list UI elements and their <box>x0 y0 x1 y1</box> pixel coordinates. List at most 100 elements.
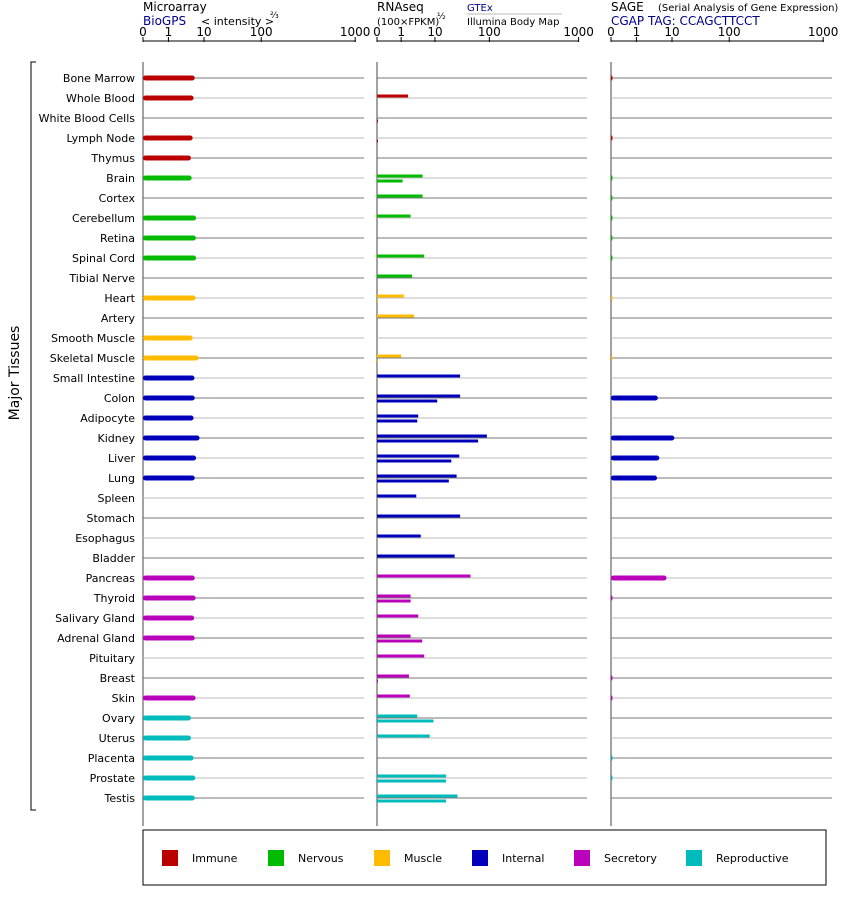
microarray-bar <box>143 255 197 261</box>
illumina-bar <box>377 679 378 683</box>
biogps-link[interactable]: BioGPS <box>143 14 186 28</box>
microarray-bar <box>143 575 195 581</box>
microarray-bar <box>143 615 195 621</box>
sage-axis: 0 1 10 100 1000 <box>607 25 838 826</box>
microarray-bar <box>143 755 194 761</box>
legend-label-reproductive: Reproductive <box>716 852 789 865</box>
tissue-label: Adipocyte <box>80 412 135 425</box>
sage-bar <box>611 755 613 761</box>
tissue-label: Cerebellum <box>72 212 135 225</box>
tissue-label: Placenta <box>88 752 135 765</box>
gtex-bar <box>377 594 411 598</box>
illumina-bar <box>377 639 423 643</box>
tissue-label: Cortex <box>99 192 136 205</box>
gtex-bar <box>377 274 413 278</box>
sage-tick-label: 10 <box>664 25 679 39</box>
rna-tick-label: 1000 <box>563 25 594 39</box>
microarray-unit-exponent: ⅔ <box>270 11 279 21</box>
gtex-bar <box>377 514 461 518</box>
illumina-bar <box>377 399 438 403</box>
gtex-bar <box>377 694 410 698</box>
gtex-bar <box>377 294 404 298</box>
rnaseq-header: RNAseq (100×FPKM) ½ GTEx Illumina Body M… <box>377 0 562 28</box>
gtex-bar <box>377 574 471 578</box>
tissue-label: Tibial Nerve <box>68 272 135 285</box>
tissue-label: White Blood Cells <box>39 112 136 125</box>
gtex-bar <box>377 314 415 318</box>
gtex-bar <box>377 634 411 638</box>
tissue-label: Small Intestine <box>53 372 135 385</box>
tissue-label: Colon <box>104 392 135 405</box>
gtex-bar <box>377 474 457 478</box>
sage-title: SAGE <box>611 0 644 14</box>
microarray-bar <box>143 695 196 701</box>
legend-swatch-reproductive <box>686 850 702 866</box>
tissue-label: Brain <box>106 172 135 185</box>
sage-bar <box>611 75 613 81</box>
microarray-bar <box>143 595 196 601</box>
tissue-label: Liver <box>108 452 135 465</box>
micro-tick-label: 0 <box>139 25 147 39</box>
microarray-bar <box>143 635 195 641</box>
micro-tick-label: 1000 <box>340 25 371 39</box>
illumina-bar <box>377 799 447 803</box>
microarray-axis: 0 1 10 100 1000 <box>139 25 370 826</box>
gtex-bar <box>377 674 409 678</box>
gtex-bar <box>377 454 460 458</box>
sage-tick-label: 0 <box>607 25 615 39</box>
sage-tick-label: 100 <box>718 25 741 39</box>
microarray-bar <box>143 235 196 241</box>
gtex-bar <box>377 614 419 618</box>
legend-swatch-muscle <box>374 850 390 866</box>
microarray-bar <box>143 775 196 781</box>
tissue-label: Spleen <box>97 492 135 505</box>
gtex-bar <box>377 414 419 418</box>
sage-bar <box>611 475 658 481</box>
rnaseq-axis: 0 1 10 100 1000 <box>373 25 594 826</box>
legend-swatch-nervous <box>268 850 284 866</box>
sage-bar <box>611 775 613 781</box>
illumina-body-map-label: Illumina Body Map <box>467 17 560 28</box>
tissue-label: Stomach <box>86 512 135 525</box>
microarray-bar <box>143 155 191 161</box>
gtex-bar <box>377 214 411 218</box>
sage-tag-link[interactable]: CGAP TAG: CCAGCTTCCT <box>611 14 760 28</box>
microarray-bar <box>143 375 195 381</box>
microarray-title: Microarray <box>143 0 207 14</box>
legend-label-internal: Internal <box>502 852 544 865</box>
microarray-bar <box>143 415 194 421</box>
sage-bar <box>611 455 660 461</box>
tissue-label: Prostate <box>90 772 136 785</box>
gtex-bar <box>377 174 423 178</box>
sage-bar <box>611 595 613 601</box>
gtex-bar <box>377 434 487 438</box>
illumina-bar <box>377 719 434 723</box>
tissue-label: Thyroid <box>93 592 135 605</box>
illumina-bar <box>377 359 378 363</box>
sage-bar <box>611 295 613 301</box>
microarray-bar <box>143 95 194 101</box>
expression-bars <box>143 75 675 803</box>
tissue-label: Pituitary <box>89 652 135 665</box>
tissue-labels: Bone Marrow Whole Blood White Blood Cells L… <box>39 72 136 805</box>
gtex-bar <box>377 494 417 498</box>
sage-bar <box>611 135 613 141</box>
sage-bar <box>611 395 658 401</box>
gtex-link[interactable]: GTEx <box>467 3 493 14</box>
illumina-bar <box>377 439 479 443</box>
microarray-bar <box>143 395 195 401</box>
y-axis-label: Major Tissues <box>7 326 23 421</box>
gtex-bar <box>377 554 455 558</box>
microarray-bar <box>143 715 191 721</box>
tissue-label: Retina <box>100 232 135 245</box>
tissue-label: Spinal Cord <box>72 252 135 265</box>
gtex-bar <box>377 354 402 358</box>
legend: Immune Nervous Muscle Internal Secretory Repr… <box>162 850 789 866</box>
tissue-label: Breast <box>100 672 136 685</box>
sage-bar <box>611 435 675 441</box>
sage-tick-label: 1 <box>633 25 641 39</box>
sage-bar <box>611 215 613 221</box>
tissue-label: Lung <box>108 472 135 485</box>
rna-tick-label: 10 <box>427 25 442 39</box>
tissue-label: Bone Marrow <box>63 72 135 85</box>
